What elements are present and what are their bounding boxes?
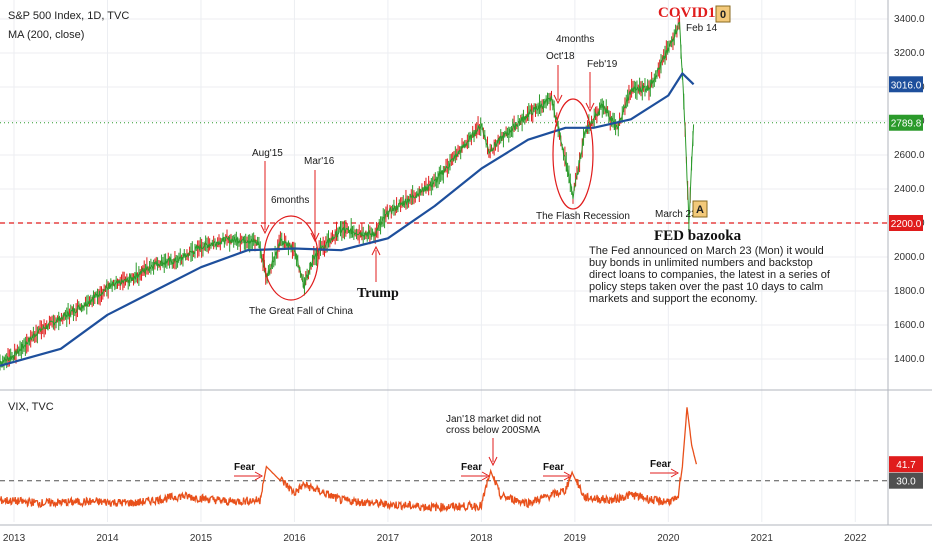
aug15-arrowhead (260, 224, 270, 235)
fear-label: Fear (234, 462, 255, 473)
grid-layer (0, 0, 888, 522)
price-axis-label-box (889, 114, 923, 131)
feb19-arrowhead (585, 102, 595, 113)
mar16-arrowhead (310, 232, 320, 243)
y-tick-label: 3400.0 (894, 14, 925, 25)
covid-marker-box[interactable] (715, 5, 731, 23)
y-tick-label: 1400.0 (894, 354, 925, 365)
jan18-note-line: Jan'18 market did not (446, 414, 542, 425)
jan18-note-line: cross below 200SMA (446, 425, 540, 436)
price-axis-label-box (889, 215, 923, 231)
fear-arrowhead (670, 468, 680, 478)
y-tick-label: 3200.0 (894, 48, 925, 59)
y-tick-label: 2000.0 (894, 252, 925, 263)
fed-text-line: buy bonds in unlimited numbers and backs… (589, 257, 813, 269)
x-tick-label: 2022 (844, 533, 867, 544)
flash-recession-ellipse (552, 98, 594, 210)
x-tick-label: 2016 (283, 533, 306, 544)
price-axis-label: 3016.0 (891, 80, 922, 91)
a-marker-box[interactable] (692, 200, 708, 218)
sp500-price-line[interactable] (0, 21, 695, 366)
trump-label: Trump (357, 286, 399, 301)
fear-label: Fear (650, 459, 671, 470)
fear-label: Fear (461, 462, 482, 473)
vix-title: VIX, TVC (8, 401, 54, 413)
vix-axis-label-box (889, 456, 923, 473)
covid-label: COVID19 (658, 5, 723, 21)
fed-text-block: The Fed announced on March 23 (Mon) it w… (589, 245, 831, 305)
vix-panel (0, 407, 888, 513)
price-axis-label: 2789.8 (891, 119, 922, 130)
aug15-label: Aug'15 (252, 148, 283, 159)
jan18-arrowhead (488, 456, 498, 467)
x-tick-label: 2020 (657, 533, 680, 544)
x-tick-label: 2018 (470, 533, 493, 544)
y-tick-label: 2400.0 (894, 184, 925, 195)
six-months-label: 6months (271, 195, 309, 206)
x-tick-label: 2019 (564, 533, 587, 544)
fear-arrowhead (481, 471, 491, 481)
great-fall-ellipse (263, 215, 319, 301)
vix-line[interactable] (0, 407, 698, 513)
vix-axis-label-box (889, 472, 923, 489)
fear-label: Fear (543, 462, 564, 473)
covid-marker-text: 0 (720, 9, 726, 21)
a-marker-text: A (696, 204, 704, 216)
great-fall-label: The Great Fall of China (249, 306, 353, 317)
x-tick-label: 2014 (96, 533, 119, 544)
fed-text-line: direct loans to companies, the latest in… (589, 269, 831, 281)
price-axis-label-box (889, 76, 923, 93)
march23-label: March 23 (655, 209, 697, 220)
fed-title: FED bazooka (654, 228, 742, 244)
fed-text-line: The Fed announced on March 23 (Mon) it w… (589, 245, 824, 257)
y-tick-label: 1600.0 (894, 320, 925, 331)
fear-label-group: Fear Fear Fear Fear (234, 459, 680, 481)
annotations: COVID19 0 Feb 14 4months Oct'18 Feb'19 T… (234, 5, 831, 481)
sp500-panel (0, 15, 888, 371)
ma200-line[interactable] (0, 72, 695, 367)
fear-arrowhead (254, 471, 264, 481)
x-tick-label: 2013 (3, 533, 26, 544)
y-tick-label: 2600.0 (894, 150, 925, 161)
x-tick-label: 2021 (751, 533, 774, 544)
y-tick-label: 1800.0 (894, 286, 925, 297)
oct18-arrowhead (553, 94, 563, 105)
four-months-label: 4months (556, 34, 594, 45)
feb19-label: Feb'19 (587, 59, 618, 70)
chart-title: S&P 500 Index, 1D, TVC (8, 10, 129, 22)
trump-arrowhead (371, 245, 381, 256)
price-axis-label: 2200.0 (891, 219, 922, 230)
vix-axis-label: 30.0 (896, 477, 916, 488)
feb14-label: Feb 14 (686, 23, 718, 34)
oct18-label: Oct'18 (546, 51, 575, 62)
x-tick-label: 2015 (190, 533, 213, 544)
flash-recession-label: The Flash Recession (536, 211, 630, 222)
fear-arrowhead (563, 471, 573, 481)
vix-axis-label: 41.7 (896, 460, 916, 471)
mar16-label: Mar'16 (304, 156, 335, 167)
fed-text-line: policy steps taken over the past 10 days… (589, 281, 823, 293)
ma-legend: MA (200, close) (8, 29, 84, 41)
fed-text-line: markets and support the economy. (589, 293, 758, 305)
x-tick-label: 2017 (377, 533, 400, 544)
